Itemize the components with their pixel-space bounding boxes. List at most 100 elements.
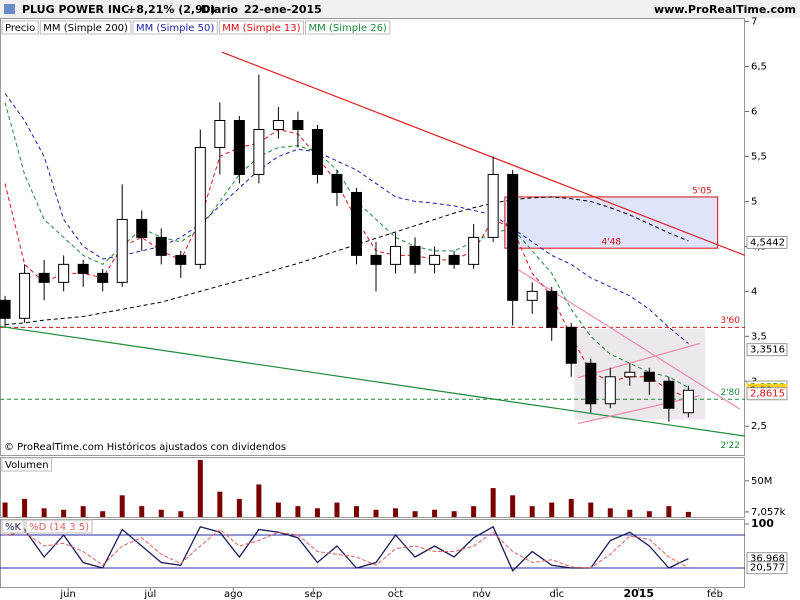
moving-average (4, 128, 689, 398)
legend-label: %K (5, 522, 22, 533)
trendline (577, 395, 700, 425)
candle-body (585, 362, 597, 405)
volume-bar (471, 506, 477, 517)
volume-bar (510, 495, 516, 517)
candle-body (370, 254, 382, 265)
volume-frame (0, 457, 745, 518)
volume-bar (61, 509, 67, 517)
note: © ProRealTime.com Históricos ajustados c… (4, 441, 286, 453)
legend-label: %D (14 3 5) (29, 522, 89, 533)
legend-label: Precio (5, 23, 35, 34)
volume-bar (393, 508, 399, 517)
candle-body (604, 376, 616, 405)
axis-flag: 4,5442 (750, 237, 785, 248)
zone-label: 5'05 (692, 186, 712, 196)
x-tick-label: ago (224, 589, 243, 600)
candle-body (116, 218, 128, 283)
volume-bar (2, 502, 8, 517)
stoch-line (5, 528, 689, 569)
stoch-line (4, 525, 689, 572)
candle-body (38, 272, 50, 283)
volume-bar (41, 508, 47, 517)
volume-bar (256, 484, 262, 517)
trendline (577, 342, 700, 379)
zone-label: 4'48 (601, 238, 621, 248)
stoch-frame (0, 519, 745, 588)
header-icon (4, 4, 15, 14)
candle-body (19, 272, 31, 319)
volume-bar (197, 459, 203, 517)
candle-body (58, 263, 70, 283)
panel-label-box (1, 457, 53, 472)
y-tick-label: 5 (751, 196, 757, 207)
legend-label: MM (Simple 26) (309, 23, 387, 34)
candle-body (682, 389, 694, 414)
candle-body (136, 218, 148, 238)
candle-body (624, 371, 636, 378)
legend-label: MM (Simple 50) (136, 23, 214, 34)
candle-body (253, 128, 265, 175)
x-tick-label: dic (549, 589, 564, 600)
y-tick-label: 50M (751, 476, 772, 487)
y-tick-label: 6,5 (751, 62, 767, 73)
candle-body (97, 272, 109, 283)
axis-flag: 2,8615 (750, 389, 785, 400)
x-tick-label: jun (59, 589, 75, 600)
y-tick-label: 7,057k (751, 507, 786, 518)
price-frame (0, 18, 745, 456)
candle-body (233, 120, 245, 175)
axis-flag: 20,577 (750, 563, 785, 574)
axis-flag: 36,968 (750, 554, 785, 565)
panel-label: Volumen (5, 460, 49, 471)
y-tick-label: 4 (751, 286, 757, 297)
legend-label: MM (Simple 200) (43, 23, 128, 34)
candle-body (155, 236, 167, 256)
y-tick-label: 2,5 (751, 421, 767, 432)
volume-bar (432, 509, 438, 517)
volume-bar (314, 508, 320, 517)
symbol: PLUG POWER INC. (22, 3, 133, 16)
candle-body (565, 326, 577, 364)
volume-bar (646, 511, 652, 517)
x-tick-label: nov (472, 589, 490, 600)
volume-bar (334, 502, 340, 517)
candle-body (663, 380, 675, 409)
y-tick-label: 7 (751, 17, 757, 28)
volume-bar (666, 506, 672, 517)
candle-body (468, 236, 480, 265)
volume-bar (627, 509, 633, 517)
volume-bar (412, 511, 418, 517)
candle-body (0, 299, 11, 319)
candle-body (409, 245, 421, 265)
candle-body (546, 290, 558, 328)
x-tick-label: oct (388, 589, 404, 600)
y-tick-label: 100 (751, 517, 774, 530)
legend-box (39, 20, 132, 35)
candle-body (526, 290, 538, 301)
site: www.ProRealTime.com (654, 3, 796, 16)
header-bar (0, 0, 800, 18)
candle-body (272, 120, 284, 130)
axis-flag-box (746, 343, 788, 357)
candle-body (194, 146, 206, 265)
change: +8,21% (2,90) (127, 3, 215, 16)
x-tick-label: jul (143, 589, 156, 600)
y-tick-label: 6 (751, 107, 757, 118)
x-tick-label: feb (707, 589, 723, 600)
candle-body (292, 120, 304, 130)
candle-body (643, 371, 655, 382)
legend-box (305, 20, 391, 35)
volume-bar (295, 506, 301, 517)
candle-body (448, 254, 460, 265)
legend-box (1, 519, 25, 534)
legend-label: MM (Simple 13) (222, 23, 300, 34)
volume-bar (100, 511, 106, 517)
volume-bar (490, 488, 496, 517)
trendline-label: 2'22 (720, 441, 740, 451)
trendline (509, 263, 741, 410)
volume-bar (217, 491, 223, 517)
period: Diario (201, 3, 239, 16)
legend-box (25, 519, 93, 534)
